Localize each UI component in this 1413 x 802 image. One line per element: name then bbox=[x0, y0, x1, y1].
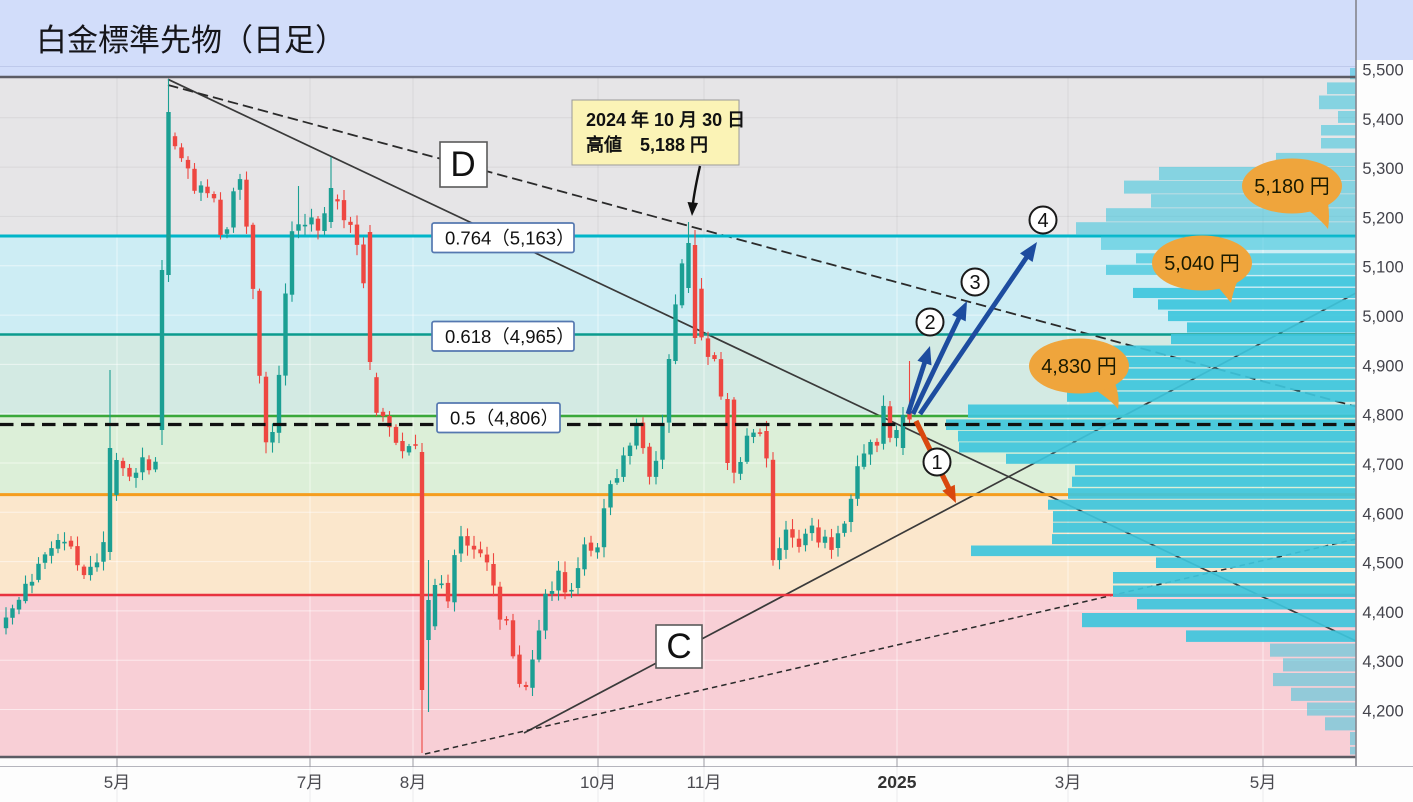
svg-text:4,400: 4,400 bbox=[1362, 604, 1403, 622]
svg-text:D: D bbox=[450, 145, 475, 184]
svg-text:11月: 11月 bbox=[687, 773, 722, 792]
svg-text:4,800: 4,800 bbox=[1362, 407, 1403, 425]
svg-text:4,600: 4,600 bbox=[1362, 505, 1403, 523]
svg-text:4,200: 4,200 bbox=[1362, 703, 1403, 721]
svg-text:5,500: 5,500 bbox=[1362, 62, 1403, 80]
svg-text:2024 年 10 月 30 日: 2024 年 10 月 30 日 bbox=[586, 109, 745, 130]
svg-text:4: 4 bbox=[1037, 210, 1048, 232]
svg-text:1: 1 bbox=[931, 452, 942, 474]
svg-text:白金標準先物（日足）: 白金標準先物（日足） bbox=[36, 23, 346, 58]
svg-text:5,100: 5,100 bbox=[1362, 259, 1403, 277]
svg-text:C: C bbox=[666, 627, 691, 666]
svg-text:5,400: 5,400 bbox=[1362, 111, 1403, 129]
svg-text:5,040 円: 5,040 円 bbox=[1164, 253, 1240, 275]
svg-text:4,700: 4,700 bbox=[1362, 456, 1403, 474]
svg-text:5月: 5月 bbox=[104, 773, 130, 792]
svg-text:5,000: 5,000 bbox=[1362, 308, 1403, 326]
svg-text:3: 3 bbox=[969, 272, 980, 294]
svg-text:3月: 3月 bbox=[1055, 773, 1081, 792]
svg-text:2025: 2025 bbox=[878, 772, 917, 792]
svg-text:2: 2 bbox=[924, 312, 935, 334]
svg-text:7月: 7月 bbox=[297, 773, 323, 792]
svg-text:0.764（5,163）: 0.764（5,163） bbox=[445, 228, 575, 249]
svg-text:4,900: 4,900 bbox=[1362, 357, 1403, 375]
svg-text:5月: 5月 bbox=[1250, 773, 1276, 792]
svg-text:4,830 円: 4,830 円 bbox=[1041, 356, 1117, 378]
svg-text:10月: 10月 bbox=[580, 773, 616, 792]
svg-text:4,300: 4,300 bbox=[1362, 653, 1403, 671]
svg-text:5,300: 5,300 bbox=[1362, 160, 1403, 178]
svg-text:高値 5,188 円: 高値 5,188 円 bbox=[586, 134, 708, 155]
svg-text:0.618（4,965）: 0.618（4,965） bbox=[445, 326, 575, 347]
svg-text:5,180 円: 5,180 円 bbox=[1254, 176, 1330, 198]
svg-text:5,200: 5,200 bbox=[1362, 209, 1403, 227]
svg-text:8月: 8月 bbox=[400, 773, 426, 792]
svg-text:4,500: 4,500 bbox=[1362, 555, 1403, 573]
svg-text:0.5（4,806）: 0.5（4,806） bbox=[450, 408, 559, 429]
